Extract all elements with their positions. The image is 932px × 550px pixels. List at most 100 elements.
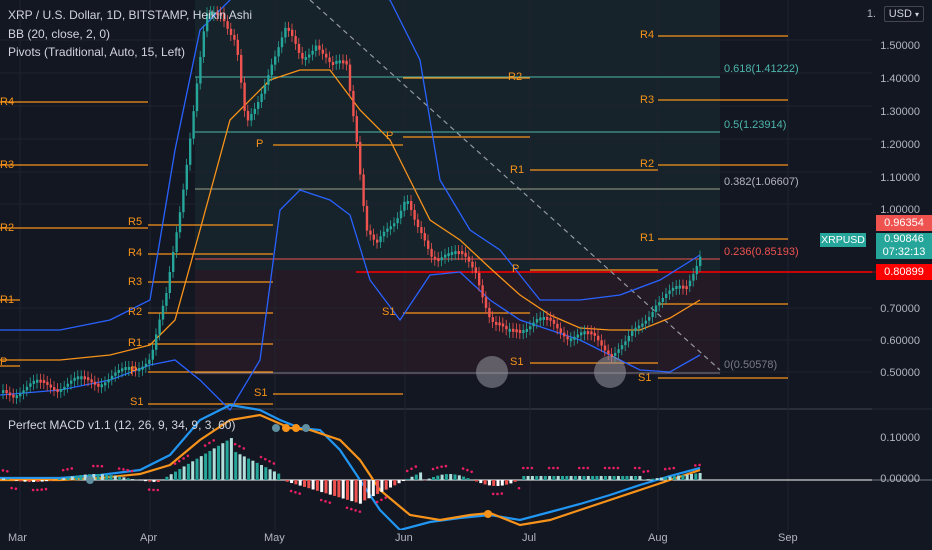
time-tick: Jun	[395, 532, 413, 544]
macd-histogram-bar	[595, 476, 599, 480]
candle-body	[688, 280, 692, 287]
macd-dot	[612, 466, 615, 470]
candle-body	[2, 390, 5, 394]
macd-histogram-bar	[599, 476, 603, 480]
candle-body	[93, 381, 97, 385]
cross-marker	[302, 424, 310, 432]
macd-histogram-bar	[513, 480, 517, 482]
macd-histogram-bar	[690, 474, 693, 480]
macd-dot	[642, 470, 645, 473]
candle-body	[331, 62, 335, 66]
macd-histogram-bar	[199, 456, 203, 480]
macd-histogram-bar	[573, 476, 577, 480]
candle-body	[620, 345, 624, 350]
candle-body	[471, 261, 474, 268]
candle-body	[580, 332, 583, 336]
pivot-label: R2	[508, 71, 523, 83]
macd-dot	[698, 463, 701, 467]
candle-body	[457, 251, 460, 255]
macd-histogram-bar	[229, 438, 233, 480]
pivot-label: R2	[0, 222, 15, 234]
symbol-legend[interactable]: XRP / U.S. Dollar, 1D, BITSTAMP, Heikin …	[8, 8, 252, 22]
price-tick: 1.20000	[880, 139, 920, 151]
candle-body	[291, 29, 294, 37]
candle-body	[199, 56, 202, 84]
candle-body	[172, 251, 175, 272]
macd-histogram-bar	[556, 476, 560, 480]
pivots-legend[interactable]: Pivots (Traditional, Auto, 15, Left)	[8, 45, 185, 59]
candle-body	[325, 53, 328, 58]
candle-body	[648, 317, 651, 321]
candle-body	[148, 359, 151, 364]
candle-body	[270, 64, 273, 76]
swing-low-marker[interactable]	[476, 356, 508, 388]
pivot-label: R1	[640, 232, 655, 244]
macd-histogram-bar	[324, 480, 328, 494]
candle-body	[206, 13, 209, 32]
macd-dot	[350, 507, 353, 511]
pivot-label: R1	[128, 337, 143, 349]
last-price-tag: 0.90846 07:32:13	[876, 233, 932, 259]
candle-body	[658, 301, 661, 306]
macd-dot	[358, 510, 362, 513]
candle-body	[413, 209, 416, 220]
macd-dot	[182, 457, 185, 460]
macd-dot	[491, 492, 495, 496]
macd-histogram-bar	[565, 476, 569, 480]
candle-body	[345, 60, 348, 65]
macd-histogram-bar	[591, 476, 595, 480]
macd-histogram-bar	[457, 475, 461, 480]
bb-legend[interactable]: BB (20, close, 2, 0)	[8, 27, 110, 41]
macd-histogram-bar	[487, 480, 491, 486]
pivots-legend-text: Pivots (Traditional, Auto, 15, Left)	[8, 45, 185, 59]
bb-upper-band	[0, 0, 701, 331]
candle-body	[301, 52, 304, 59]
macd-histogram-bar	[143, 480, 147, 482]
macd-histogram-bar	[651, 478, 655, 480]
candle-body	[699, 256, 702, 267]
trend-line[interactable]	[309, 0, 721, 371]
price-tick: 0.50000	[880, 367, 920, 379]
candle-body	[399, 210, 403, 219]
macd-dot	[298, 492, 302, 495]
candle-body	[671, 287, 675, 291]
macd-dot	[414, 465, 418, 468]
candle-body	[529, 326, 532, 330]
macd-histogram-bar	[685, 474, 689, 480]
macd-dot	[638, 466, 641, 470]
candle-body	[590, 331, 593, 335]
candle-body	[53, 387, 56, 391]
macd-histogram-bar	[174, 471, 177, 480]
candle-body	[274, 56, 277, 65]
candle-body	[365, 205, 369, 231]
candle-body	[406, 201, 409, 205]
macd-histogram-bar	[389, 480, 392, 488]
candle-body	[182, 189, 185, 213]
candle-body	[127, 366, 131, 370]
pivot-label: S1	[254, 387, 268, 399]
time-axis-panel[interactable]	[0, 530, 932, 550]
candle-body	[583, 331, 586, 335]
candle-body	[430, 248, 433, 257]
macd-histogram-bar	[272, 471, 276, 480]
candle-body	[178, 212, 182, 233]
candle-body	[168, 271, 171, 293]
candle-body	[478, 272, 481, 286]
swing-low-marker[interactable]	[594, 356, 626, 388]
candle-body	[396, 218, 399, 224]
candle-body	[335, 60, 338, 64]
candle-body	[49, 384, 52, 388]
macd-histogram-bar	[36, 480, 40, 482]
macd-dot	[646, 469, 650, 473]
macd-histogram-bar	[23, 480, 27, 482]
currency-button[interactable]: USD ▾	[883, 6, 924, 22]
pivot-label: R2	[640, 158, 655, 170]
macd-histogram-bar	[664, 477, 668, 480]
macd-histogram-bar	[75, 475, 79, 480]
time-axis[interactable]: Mar Apr May Jun Jul Aug Sep	[0, 532, 932, 548]
macd-histogram-bar	[354, 480, 358, 503]
candle-body	[42, 380, 46, 384]
macd-legend[interactable]: Perfect MACD v1.1 (12, 26, 9, 34, 9, 3, …	[8, 418, 235, 432]
candle-body	[416, 219, 420, 228]
